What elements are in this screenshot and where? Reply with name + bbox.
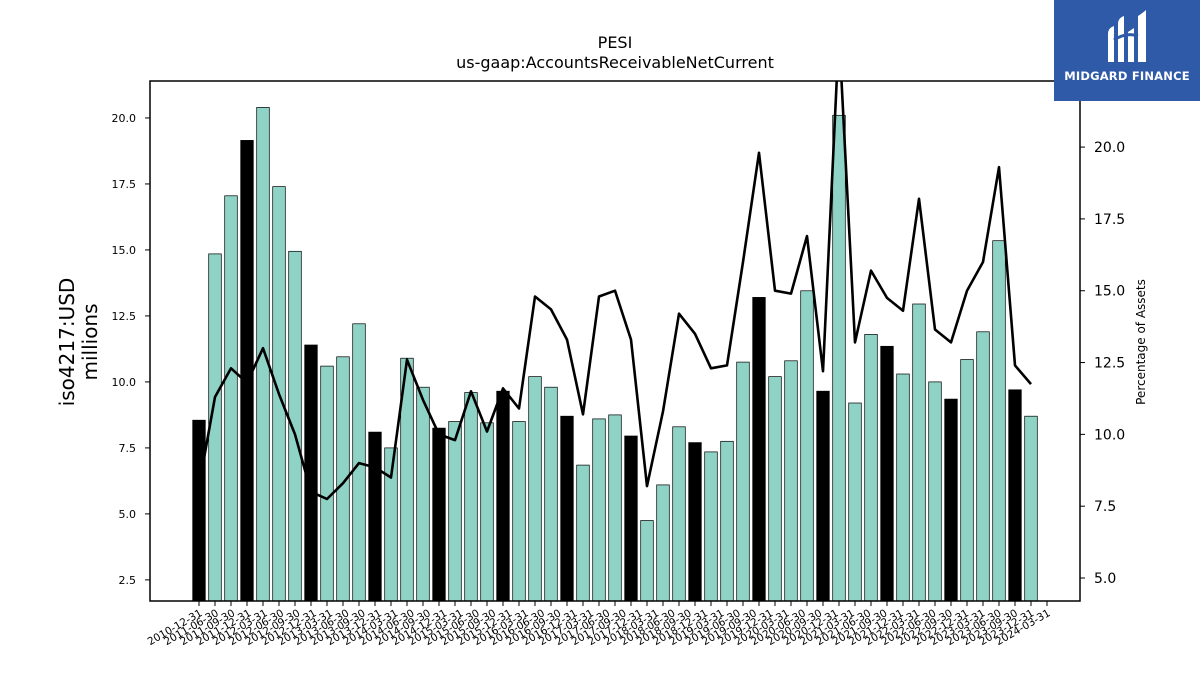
bar [720, 440, 734, 601]
bar [848, 402, 862, 601]
bar [464, 392, 478, 601]
bar [816, 390, 830, 601]
bar [736, 361, 750, 601]
percentage-line [197, 81, 1032, 501]
bar [512, 421, 526, 601]
bar [656, 484, 670, 601]
y-axis-label-line1: iso4217:USD [55, 278, 79, 407]
bar [864, 334, 878, 601]
bar [896, 373, 910, 601]
bar [1024, 415, 1038, 601]
bar [640, 520, 654, 601]
bar [960, 359, 974, 601]
y-tick-label: 15.0 [112, 244, 137, 257]
bar [768, 376, 782, 601]
bar [576, 464, 590, 601]
y-axis-label-line2: millions [78, 303, 102, 380]
bar [752, 297, 766, 601]
bar [688, 442, 702, 601]
bar [528, 376, 542, 601]
y-tick-label: 7.5 [119, 442, 137, 455]
bar [320, 365, 334, 601]
y-tick-label: 20.0 [112, 112, 137, 125]
bar [1008, 389, 1022, 601]
y2-tick-label: 20.0 [1094, 140, 1125, 156]
bar [880, 345, 894, 601]
bar [192, 419, 206, 601]
bar [496, 390, 510, 601]
bar [560, 415, 574, 601]
bar [912, 303, 926, 601]
y2-axis-label: Percentage of Assets [1134, 279, 1148, 405]
bar [784, 360, 798, 601]
y-tick-label: 10.0 [112, 376, 137, 389]
bar [592, 418, 606, 601]
bar [288, 250, 302, 601]
bar [624, 435, 638, 601]
bar [416, 386, 430, 601]
y2-tick-label: 15.0 [1094, 284, 1125, 300]
y2-tick-label: 7.5 [1094, 499, 1116, 515]
y2-tick-label: 12.5 [1094, 356, 1125, 372]
bar [944, 398, 958, 601]
bar [432, 427, 446, 601]
y-tick-label: 17.5 [112, 178, 137, 191]
bar [384, 447, 398, 601]
bar [928, 381, 942, 601]
bar [368, 431, 382, 601]
bar [224, 195, 238, 601]
y2-tick-label: 10.0 [1094, 427, 1125, 443]
bar [976, 331, 990, 601]
chart-subtitle: us-gaap:AccountsReceivableNetCurrent [456, 53, 774, 72]
brand-logo: MIDGARD FINANCE [1054, 0, 1200, 101]
y-tick-label: 2.5 [119, 574, 137, 587]
bar [448, 421, 462, 601]
y-tick-label: 5.0 [119, 508, 137, 521]
bar [400, 357, 414, 601]
bar [480, 422, 494, 601]
chart-title: PESI [598, 33, 633, 52]
bar [800, 290, 814, 601]
y2-tick-label: 5.0 [1094, 571, 1116, 587]
bar [992, 240, 1006, 601]
y-tick-label: 12.5 [112, 310, 137, 323]
bar [256, 107, 270, 601]
y2-tick-label: 17.5 [1094, 212, 1125, 228]
logo-text: MIDGARD FINANCE [1064, 69, 1190, 83]
bar [672, 426, 686, 601]
bar [832, 114, 846, 601]
midgard-logo-icon [1108, 10, 1146, 62]
bar [608, 414, 622, 601]
bar [704, 451, 718, 601]
bar [544, 386, 558, 601]
